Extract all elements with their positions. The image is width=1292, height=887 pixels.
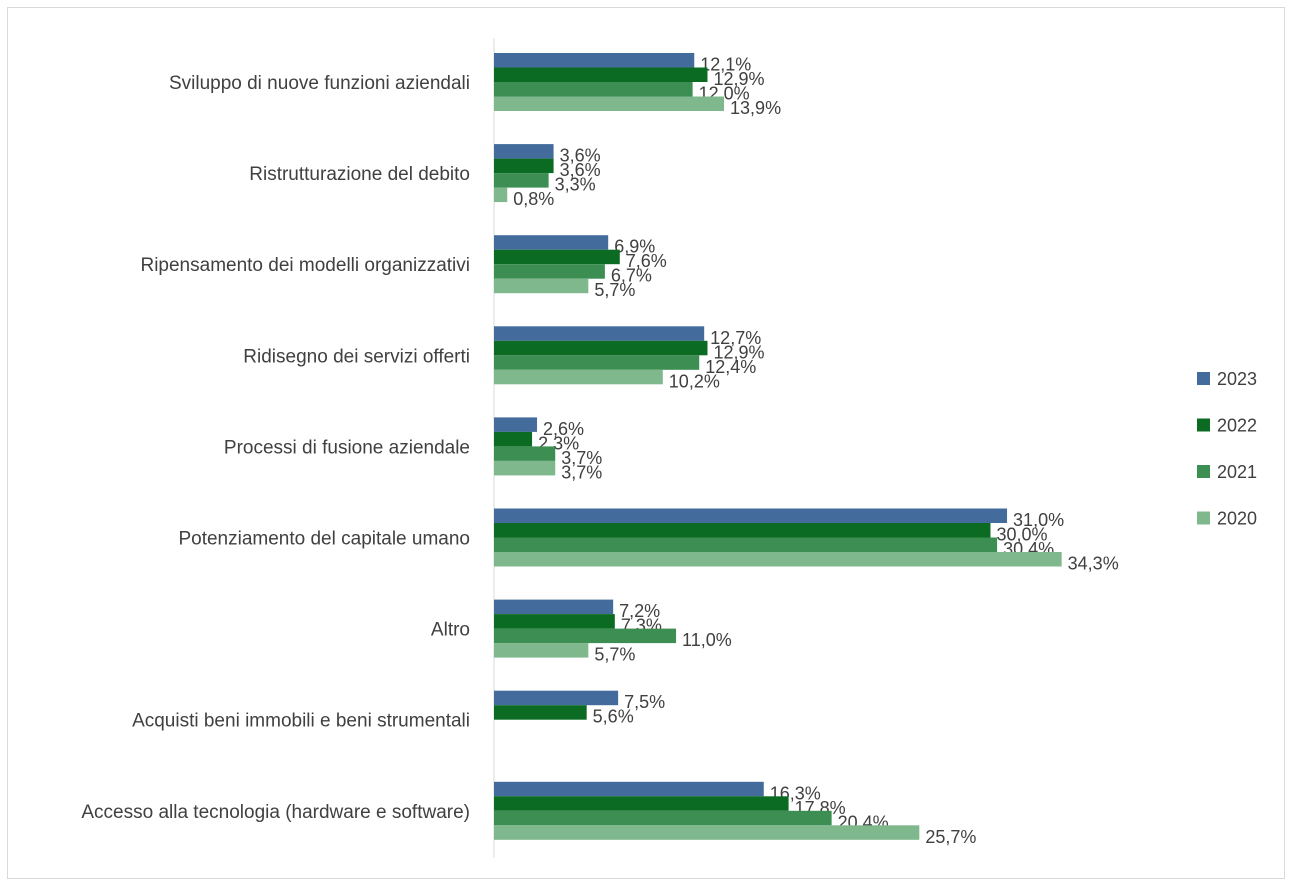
- data-label: 3,3%: [555, 175, 596, 195]
- data-label: 12,7%: [710, 328, 761, 348]
- category-label: Acquisti beni immobili e beni strumental…: [132, 711, 470, 732]
- legend-label-2023: 2023: [1217, 369, 1257, 389]
- bar-2021: [494, 264, 605, 279]
- data-label: 12,9%: [713, 342, 764, 362]
- data-label: 7,6%: [626, 251, 667, 271]
- bar-2020: [494, 369, 663, 385]
- bar-2020: [494, 643, 589, 658]
- legend-label-2022: 2022: [1217, 416, 1257, 436]
- bar-2022: [494, 431, 533, 447]
- bar-2021: [494, 537, 998, 552]
- bar-2022: [494, 67, 708, 82]
- data-label: 5,7%: [594, 280, 635, 300]
- data-label: 2,6%: [543, 419, 584, 439]
- legend-swatch-2023: [1197, 372, 1210, 385]
- category-label: Ridisegno dei servizi offerti: [243, 346, 470, 367]
- data-label: 6,9%: [614, 237, 655, 257]
- data-label: 13,9%: [730, 98, 781, 118]
- category-label: Ristrutturazione del debito: [249, 164, 470, 185]
- category-label: Altro: [431, 620, 470, 641]
- bar-2023: [494, 53, 695, 68]
- data-label: 3,6%: [560, 160, 601, 180]
- data-label: 12,9%: [713, 69, 764, 89]
- legend-label-2020: 2020: [1217, 509, 1257, 529]
- data-label: 30,0%: [997, 525, 1048, 545]
- category-label: Sviluppo di nuove funzioni aziendali: [169, 73, 470, 94]
- bar-2022: [494, 523, 991, 538]
- bar-2022: [494, 340, 708, 356]
- bar-2022: [494, 249, 620, 265]
- data-label: 10,2%: [669, 371, 720, 391]
- bar-2021: [494, 628, 677, 644]
- data-label: 34,3%: [1068, 554, 1119, 574]
- chart-frame: [7, 7, 1285, 879]
- bar-2021: [494, 446, 556, 461]
- legend-swatch-2022: [1197, 418, 1210, 432]
- legend-swatch-2021: [1197, 465, 1210, 478]
- bar-2023: [494, 599, 614, 615]
- bar-2023: [494, 781, 764, 797]
- data-label: 31,0%: [1013, 510, 1064, 530]
- data-label: 7,2%: [619, 601, 660, 621]
- bar-2021: [494, 355, 700, 370]
- data-label: 12,4%: [705, 357, 756, 377]
- bar-2020: [494, 460, 556, 476]
- bar-2023: [494, 144, 554, 159]
- data-label: 5,7%: [594, 645, 635, 665]
- bar-2023: [494, 417, 538, 432]
- bar-2021: [494, 173, 549, 188]
- bar-2020: [494, 552, 1062, 567]
- bar-2022: [494, 796, 789, 811]
- data-label: 7,5%: [624, 692, 665, 712]
- bar-2020: [494, 187, 508, 203]
- bar-2023: [494, 326, 705, 341]
- data-label: 3,7%: [561, 462, 602, 482]
- bar-2020: [494, 825, 920, 840]
- bar-2023: [494, 690, 619, 706]
- bar-2023: [494, 508, 1008, 523]
- bar-2022: [494, 705, 587, 720]
- bar-2022: [494, 158, 554, 174]
- bar-2023: [494, 235, 609, 250]
- data-label: 25,7%: [925, 827, 976, 847]
- category-label: Potenziamento del capitale umano: [178, 529, 470, 550]
- bar-2021: [494, 82, 693, 97]
- category-label: Accesso alla tecnologia (hardware e soft…: [81, 802, 470, 823]
- data-label: 3,6%: [560, 146, 601, 166]
- bar-2020: [494, 96, 725, 111]
- data-label: 0,8%: [513, 189, 554, 209]
- bar-2022: [494, 614, 615, 629]
- legend-swatch-2020: [1197, 511, 1210, 525]
- category-label: Ripensamento dei modelli organizzativi: [140, 255, 470, 276]
- bar-2020: [494, 278, 589, 294]
- data-label: 11,0%: [682, 630, 732, 650]
- category-label: Processi di fusione aziendale: [224, 437, 470, 458]
- data-label: 3,7%: [561, 448, 602, 468]
- data-label: 5,6%: [593, 707, 634, 727]
- legend-label-2021: 2021: [1217, 462, 1257, 482]
- data-label: 12,1%: [700, 55, 751, 75]
- bar-2021: [494, 810, 832, 826]
- data-label: 6,7%: [611, 266, 652, 286]
